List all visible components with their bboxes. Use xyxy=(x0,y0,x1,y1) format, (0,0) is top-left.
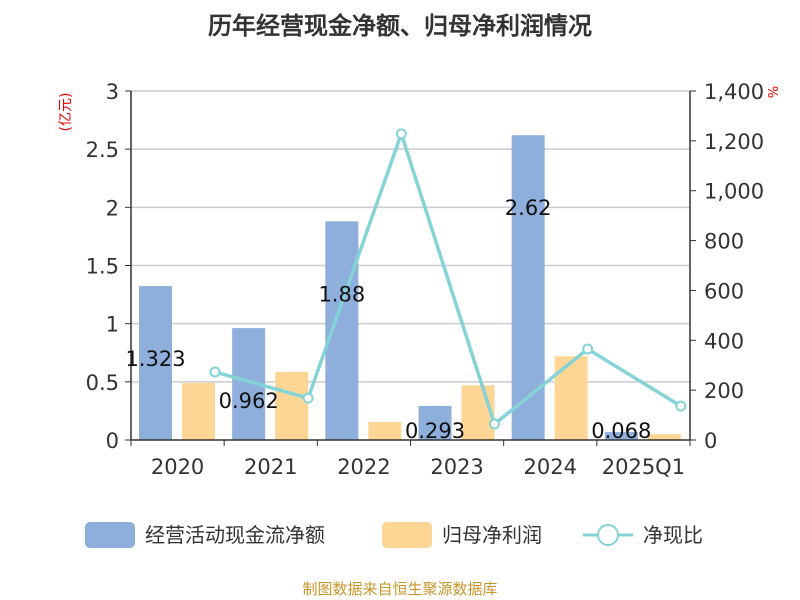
right-tick-label: 1,200 xyxy=(704,130,764,154)
left-axis-label: (亿元) xyxy=(58,93,74,132)
left-tick-label: 2.5 xyxy=(86,138,119,162)
x-tick-label: 2025Q1 xyxy=(602,455,685,479)
bar-profit xyxy=(275,371,309,440)
point-ratio xyxy=(395,128,407,140)
legend: 经营活动现金流净额 归母净利润 净现比 xyxy=(85,522,703,548)
data-label-cashflow: 0.293 xyxy=(405,419,465,443)
x-tick-label: 2022 xyxy=(337,455,390,479)
x-tick-label: 2021 xyxy=(244,455,297,479)
bar-cashflow xyxy=(418,405,452,440)
right-tick-label: 0 xyxy=(704,429,717,453)
point-ratio xyxy=(489,418,500,430)
x-tick-label: 2023 xyxy=(430,455,483,479)
legend-swatch-cashflow xyxy=(85,522,135,548)
right-tick-label: 1,000 xyxy=(704,180,764,204)
right-tick-label: 800 xyxy=(704,230,744,254)
legend-label-profit: 归母净利润 xyxy=(442,523,542,547)
data-label-cashflow: 0.962 xyxy=(219,389,279,413)
data-label-cashflow: 0.068 xyxy=(591,419,651,443)
data-label-cashflow: 1.88 xyxy=(318,282,365,306)
bar-profit xyxy=(461,385,495,440)
legend-swatch-profit xyxy=(382,522,432,548)
left-tick-label: 0.5 xyxy=(86,371,119,395)
line-ratio xyxy=(214,128,682,428)
bar-cashflow xyxy=(139,286,172,440)
point-ratio xyxy=(209,366,221,378)
bar-profit xyxy=(554,356,588,440)
x-tick-label: 2024 xyxy=(524,455,577,479)
right-tick-label: 400 xyxy=(704,329,744,353)
legend-label-cashflow: 经营活动现金流净额 xyxy=(145,523,325,547)
legend-marker-ratio xyxy=(597,524,619,546)
left-tick-label: 3 xyxy=(106,80,119,104)
source-footer: 制图数据来自恒生聚源数据库 xyxy=(302,580,497,598)
data-label-cashflow: 2.62 xyxy=(505,196,552,220)
left-tick-label: 1 xyxy=(106,313,119,337)
bar-profit xyxy=(368,421,402,440)
left-tick-label: 0 xyxy=(106,429,119,453)
right-axis-label: % xyxy=(764,86,779,98)
point-ratio xyxy=(582,343,594,355)
right-tick-label: 1,400 xyxy=(704,80,764,104)
bar-profit xyxy=(182,382,215,440)
bar-cashflow xyxy=(604,432,638,440)
left-tick-label: 1.5 xyxy=(86,255,119,279)
point-ratio xyxy=(302,392,314,404)
left-tick-label: 2 xyxy=(106,196,119,220)
bar-profit xyxy=(647,434,681,440)
chart-title: 历年经营现金净额、归母净利润情况 xyxy=(208,12,592,40)
point-ratio xyxy=(675,400,687,412)
right-tick-label: 600 xyxy=(704,279,744,303)
legend-label-ratio: 净现比 xyxy=(643,523,703,547)
x-tick-label: 2020 xyxy=(151,455,204,479)
bar-cashflow xyxy=(511,135,545,440)
right-tick-label: 200 xyxy=(704,379,744,403)
data-label-cashflow: 1.323 xyxy=(125,347,185,371)
